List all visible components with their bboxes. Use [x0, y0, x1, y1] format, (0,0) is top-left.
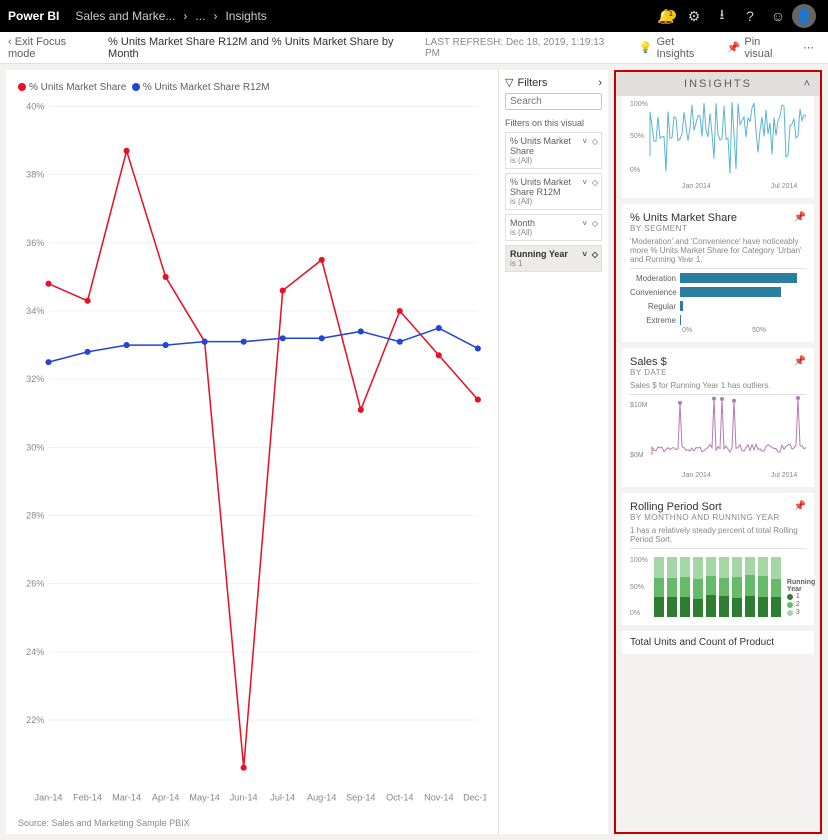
legend-dot-1 [18, 83, 26, 91]
bar-row: Regular [630, 301, 806, 311]
filter-card[interactable]: Running Yearis 1˅◇ [505, 245, 602, 272]
bar-row: Convenience [630, 287, 806, 297]
svg-text:32%: 32% [26, 374, 44, 384]
legend-label-2: % Units Market Share R12M [143, 82, 270, 93]
breadcrumb-more[interactable]: ... [195, 9, 205, 23]
svg-text:$0M: $0M [630, 452, 644, 459]
svg-text:$10M: $10M [630, 402, 648, 409]
svg-text:Jan-14: Jan-14 [35, 792, 63, 802]
insight-desc: 1 has a relatively steady percent of tot… [630, 526, 806, 549]
bar-row: Moderation [630, 273, 806, 283]
pin-visual-button[interactable]: 📌 Pin visual [727, 36, 791, 60]
top-nav: Power BI Sales and Marke... › ... › Insi… [0, 0, 828, 32]
line-chart: 40% 38% 36% 34% 32% 30% 28% 26% 24% 22% Jan-14 Feb-… [18, 97, 486, 818]
outlier-chart: $10M $0M [630, 395, 806, 465]
insight-card-stacked[interactable]: 📌 Rolling Period Sort BY MONTHNO AND RUN… [622, 493, 814, 625]
svg-text:Feb-14: Feb-14 [73, 792, 102, 802]
insight-desc: 'Moderation' and 'Convenience' have noti… [630, 237, 806, 269]
chevron-up-icon: ˄ [804, 78, 812, 90]
filters-pane: ▽Filters› Filters on this visual % Units… [498, 70, 608, 834]
sparkline-chart: 100% 50% 0% [630, 96, 806, 176]
svg-text:24%: 24% [26, 647, 44, 657]
svg-text:Sep-14: Sep-14 [346, 792, 375, 802]
bar-row: Extreme [630, 315, 806, 325]
svg-text:50%: 50% [630, 133, 644, 140]
insight-card-segment[interactable]: 📌 % Units Market Share BY SEGMENT 'Moder… [622, 204, 814, 342]
filter-card[interactable]: % Units Market Share R12Mis (All)˅◇ [505, 173, 602, 210]
svg-text:100%: 100% [630, 101, 648, 108]
breadcrumb-sep: › [183, 9, 187, 23]
insight-title: Rolling Period Sort [630, 501, 806, 513]
svg-text:30%: 30% [26, 442, 44, 452]
insight-card-peek[interactable]: Total Units and Count of Product [622, 631, 814, 654]
svg-text:Jul-14: Jul-14 [270, 792, 295, 802]
svg-text:40%: 40% [26, 102, 44, 112]
stacked-legend: Running Year 123 [787, 579, 815, 617]
insight-by: BY SEGMENT [630, 224, 806, 233]
insight-by: BY MONTHNO AND RUNNING YEAR [630, 513, 806, 522]
insight-title: % Units Market Share [630, 212, 806, 224]
filters-search-input[interactable] [505, 93, 602, 110]
svg-text:38%: 38% [26, 170, 44, 180]
focus-toolbar: ‹ Exit Focus mode % Units Market Share R… [0, 32, 828, 64]
pin-icon[interactable]: 📌 [794, 501, 806, 512]
insight-card-outliers[interactable]: 📌 Sales $ BY DATE Sales $ for Running Ye… [622, 348, 814, 487]
feedback-icon[interactable]: ☺ [764, 8, 792, 24]
download-icon[interactable]: ⭳ [708, 4, 736, 28]
filter-icon: ▽ [505, 76, 513, 89]
svg-text:28%: 28% [26, 511, 44, 521]
insights-header[interactable]: INSIGHTS˄ [616, 72, 820, 96]
source-note: Source: Sales and Marketing Sample PBIX [18, 818, 486, 828]
svg-text:0%: 0% [630, 167, 640, 174]
pin-icon[interactable]: 📌 [794, 212, 806, 223]
svg-text:May-14: May-14 [189, 792, 219, 802]
insight-desc: Sales $ for Running Year 1 has outliers. [630, 381, 806, 395]
visual-title: % Units Market Share R12M and % Units Ma… [108, 36, 425, 60]
account-avatar[interactable]: 👤 [792, 4, 820, 28]
filter-card[interactable]: % Units Market Shareis (All)˅◇ [505, 132, 602, 169]
legend-label-1: % Units Market Share [29, 82, 126, 93]
legend-dot-2 [132, 83, 140, 91]
breadcrumb-sep: › [213, 9, 217, 23]
brand: Power BI [8, 9, 59, 23]
filter-card[interactable]: Monthis (All)˅◇ [505, 214, 602, 241]
svg-text:26%: 26% [26, 579, 44, 589]
filters-section-label: Filters on this visual [505, 118, 602, 128]
insight-card-trend[interactable]: 100%50%0% Jan 2014Jul 2014 [622, 96, 814, 198]
more-options-button[interactable]: ⋯ [803, 41, 814, 54]
svg-text:Dec-14: Dec-14 [463, 792, 486, 802]
exit-focus-button[interactable]: ‹ Exit Focus mode [8, 36, 96, 60]
pin-icon[interactable]: 📌 [794, 356, 806, 367]
chart-legend: % Units Market Share % Units Market Shar… [18, 82, 486, 93]
svg-text:36%: 36% [26, 238, 44, 248]
svg-text:Aug-14: Aug-14 [307, 792, 336, 802]
svg-text:Nov-14: Nov-14 [424, 792, 453, 802]
help-icon[interactable]: ? [736, 8, 764, 24]
notifications-icon[interactable]: 🔔1 [652, 8, 680, 25]
get-insights-button[interactable]: 💡 Get Insights [639, 36, 715, 60]
breadcrumb-workspace[interactable]: Sales and Marke... [75, 9, 175, 23]
chart-visual: % Units Market Share % Units Market Shar… [6, 70, 498, 834]
svg-text:34%: 34% [26, 306, 44, 316]
filters-header[interactable]: ▽Filters› [505, 76, 602, 89]
svg-text:Apr-14: Apr-14 [152, 792, 179, 802]
svg-text:Oct-14: Oct-14 [386, 792, 413, 802]
insight-title: Sales $ [630, 356, 806, 368]
insight-by: BY DATE [630, 368, 806, 377]
settings-icon[interactable]: ⚙ [680, 8, 708, 25]
svg-text:Jun-14: Jun-14 [230, 792, 258, 802]
svg-text:Mar-14: Mar-14 [112, 792, 141, 802]
svg-text:22%: 22% [26, 715, 44, 725]
breadcrumb-page[interactable]: Insights [225, 9, 266, 23]
insights-pane: INSIGHTS˄ 100%50%0% Jan 2014Jul 2014 📌 %… [614, 70, 822, 834]
last-refresh: LAST REFRESH: Dec 18, 2019, 1:19:13 PM [425, 37, 621, 59]
stacked-bar-chart [654, 557, 781, 617]
